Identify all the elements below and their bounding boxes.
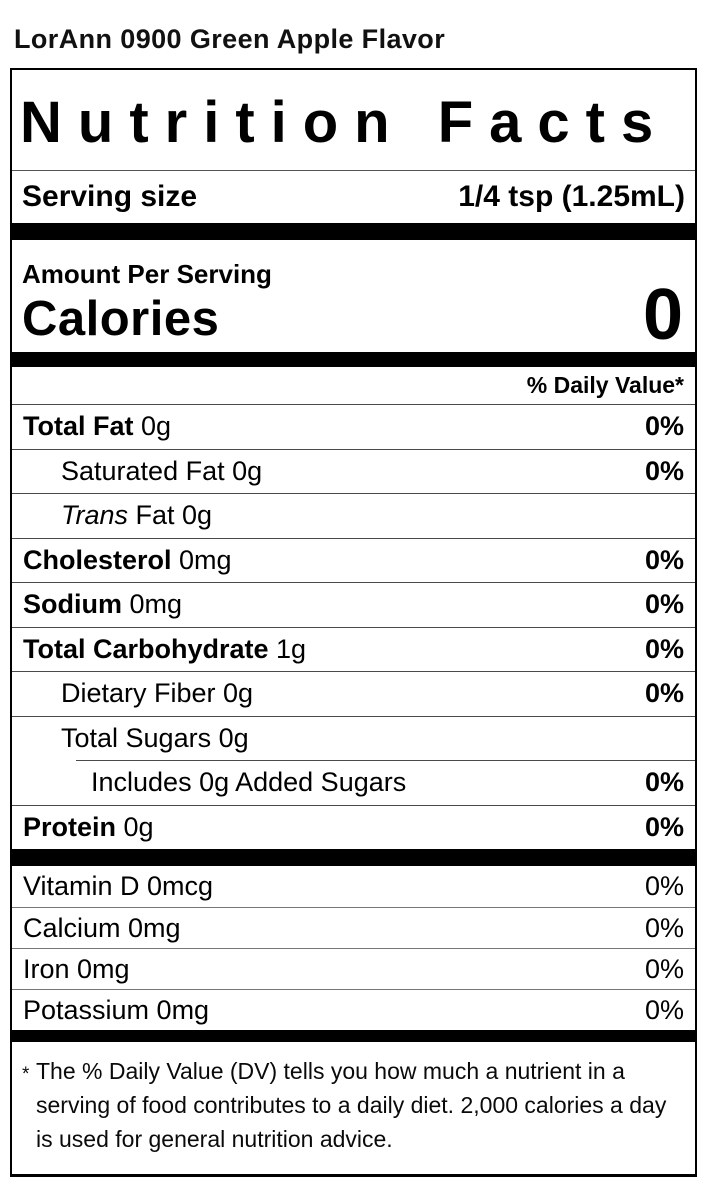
nutrient-row-saturated-fat: Saturated Fat 0g 0% <box>12 448 695 494</box>
nutrient-row-total-sugars: Total Sugars 0g <box>12 715 695 761</box>
daily-value: 0% <box>644 455 684 486</box>
daily-value: 0% <box>644 544 684 575</box>
footnote-text: The % Daily Value (DV) tells you how muc… <box>36 1058 667 1152</box>
nutrient-name: Vitamin D 0mcg <box>23 871 214 901</box>
micronutrient-row-potassium: Potassium 0mg 0% <box>12 989 695 1030</box>
micronutrient-row-iron: Iron 0mg 0% <box>12 948 695 989</box>
partial-rule <box>76 760 695 761</box>
daily-value: 0% <box>644 633 684 664</box>
nutrient-name-italic: Trans <box>61 500 129 531</box>
serving-size-row: Serving size 1/4 tsp (1.25mL) <box>12 171 695 223</box>
nutrient-name: Total Sugars 0g <box>61 723 249 754</box>
nutrient-row-total-fat: Total Fat 0g 0% <box>12 404 695 449</box>
nutrient-name: Dietary Fiber 0g <box>61 678 253 709</box>
nutrient-name: Saturated Fat 0g <box>61 456 262 487</box>
nutrient-name: Potassium 0mg <box>23 994 210 1025</box>
nutrient-row-cholesterol: Cholesterol 0mg 0% <box>12 537 695 583</box>
thick-rule <box>12 352 695 367</box>
nutrient-name-rest: 0g <box>116 811 154 842</box>
nutrient-row-trans-fat: Trans Fat 0g <box>12 493 695 538</box>
nutrient-name: Cholesterol 0mg <box>23 545 232 576</box>
daily-value-footnote: * The % Daily Value (DV) tells you how m… <box>12 1042 695 1156</box>
nutrient-name-rest: Saturated Fat 0g <box>61 455 263 486</box>
daily-value: 0% <box>644 994 684 1025</box>
page-title: LorAnn 0900 Green Apple Flavor <box>14 24 446 54</box>
nutrient-name-bold: Cholesterol <box>23 544 172 575</box>
footnote-asterisk: * <box>22 1064 30 1085</box>
thick-rule <box>12 223 695 240</box>
nutrient-name-rest: 0mg <box>122 589 183 620</box>
nutrient-name: Includes 0g Added Sugars <box>91 767 406 798</box>
nutrient-name: Trans Fat 0g <box>61 500 212 531</box>
nutrient-name-rest: 0g <box>133 411 172 442</box>
nutrient-name-rest: 1g <box>268 633 307 664</box>
daily-value-header-text: % Daily Value* <box>526 372 684 398</box>
nutrient-name: Calcium 0mg <box>23 912 181 943</box>
nutrient-name-rest: Total Sugars 0g <box>61 722 249 753</box>
daily-value: 0% <box>644 811 684 842</box>
nutrient-row-protein: Protein 0g 0% <box>12 804 695 850</box>
nutrition-facts-heading: Nutrition Facts <box>12 70 695 171</box>
nutrient-name: Total Fat 0g <box>23 411 171 442</box>
daily-value: 0% <box>644 589 684 620</box>
nutrient-name-bold: Sodium <box>23 589 122 620</box>
nutrient-name-bold: Total Carbohydrate <box>23 633 269 664</box>
serving-size-label: Serving size <box>22 180 198 213</box>
daily-value-header: % Daily Value* <box>12 367 695 404</box>
nutrient-name: Iron 0mg <box>23 953 130 984</box>
daily-value: 0% <box>644 871 684 901</box>
nutrient-name-bold: Protein <box>23 811 117 842</box>
nutrient-name-rest: Includes 0g Added Sugars <box>91 766 407 797</box>
nutrient-row-added-sugars: Includes 0g Added Sugars 0% <box>12 760 695 805</box>
daily-value: 0% <box>644 912 684 943</box>
nutrient-row-total-carbohydrate: Total Carbohydrate 1g 0% <box>12 626 695 672</box>
micronutrient-row-calcium: Calcium 0mg 0% <box>12 907 695 948</box>
nutrient-name-rest: 0mg <box>171 544 232 575</box>
nutrient-row-sodium: Sodium 0mg 0% <box>12 582 695 627</box>
nutrient-name-rest: Fat 0g <box>128 500 213 531</box>
daily-value: 0% <box>644 678 684 709</box>
nutrient-name: Sodium 0mg <box>23 589 182 620</box>
nutrition-facts-label: Nutrition Facts Serving size 1/4 tsp (1.… <box>10 68 697 1177</box>
calories-left: Amount Per Serving Calories <box>22 258 272 348</box>
daily-value: 0% <box>644 766 684 797</box>
daily-value: 0% <box>644 953 684 984</box>
nutrient-name-bold: Total Fat <box>23 411 134 442</box>
nutrient-row-dietary-fiber: Dietary Fiber 0g 0% <box>12 671 695 716</box>
calories-value: 0 <box>642 275 683 355</box>
thick-rule <box>12 849 695 866</box>
micronutrient-row-vitamin-d: Vitamin D 0mcg 0% <box>12 866 695 907</box>
thick-rule <box>12 1030 695 1042</box>
calories-label: Calories <box>22 292 220 346</box>
nutrient-name: Total Carbohydrate 1g <box>23 634 306 665</box>
nutrient-name: Protein 0g <box>23 812 154 843</box>
nutrient-name-rest: Dietary Fiber 0g <box>61 678 254 709</box>
amount-per-serving-label: Amount Per Serving <box>22 259 272 289</box>
calories-section: Amount Per Serving Calories 0 <box>12 240 695 352</box>
serving-size-value: 1/4 tsp (1.25mL) <box>458 180 685 213</box>
daily-value: 0% <box>644 411 684 442</box>
